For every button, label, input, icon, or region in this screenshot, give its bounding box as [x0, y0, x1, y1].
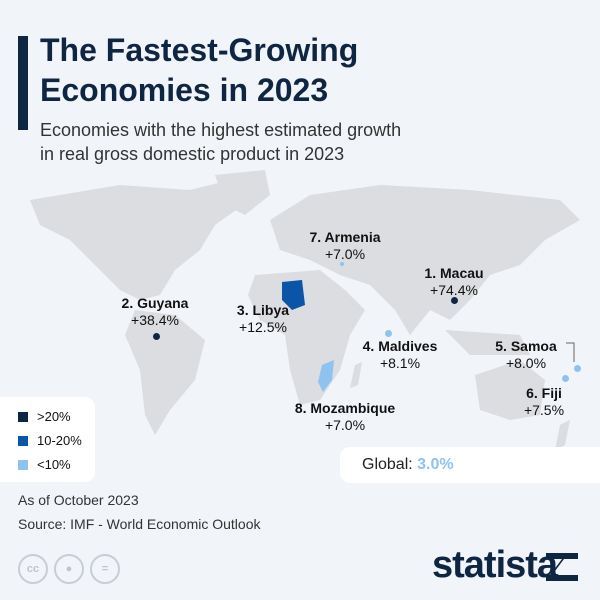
label-guyana: 2. Guyana +38.4% — [121, 295, 189, 328]
label-armenia: 7. Armenia +7.0% — [309, 229, 381, 262]
legend-swatch — [18, 435, 28, 446]
statista-logo[interactable]: statista — [432, 544, 558, 587]
legend-item: <10% — [18, 457, 71, 472]
samoa-marker — [574, 365, 581, 372]
fiji-marker — [562, 375, 569, 382]
legend-item: 10-20% — [18, 433, 82, 448]
guyana-marker — [153, 333, 160, 340]
global-growth-box: Global: 3.0% — [340, 447, 600, 483]
label-macau: 1. Macau +74.4% — [424, 265, 484, 298]
australia — [475, 360, 545, 420]
subtitle-line-2: in real gross domestic product in 2023 — [40, 144, 345, 164]
label-fiji: 6. Fiji +7.5% — [523, 385, 565, 418]
title-accent-bar — [18, 36, 28, 130]
africa — [248, 270, 365, 405]
subtitle: Economies with the highest estimated gro… — [40, 118, 401, 166]
global-value: 3.0% — [417, 456, 454, 473]
label-samoa: 5. Samoa +8.0% — [495, 338, 557, 371]
samoa-leader-line — [566, 342, 575, 362]
south-america — [125, 310, 205, 435]
label-maldives: 4. Maldives +8.1% — [362, 338, 438, 371]
armenia-marker — [340, 262, 344, 266]
legend-swatch — [18, 411, 28, 422]
subtitle-line-1: Economies with the highest estimated gro… — [40, 120, 402, 140]
legend-swatch — [18, 459, 28, 470]
attribution-icon[interactable]: ● — [54, 554, 84, 584]
legend-label: 10-20% — [37, 433, 82, 448]
macau-marker — [451, 297, 458, 304]
legend-label: >20% — [37, 409, 71, 424]
mozambique-shape — [318, 360, 334, 392]
logo-text: statista — [432, 544, 558, 586]
no-derivatives-icon[interactable]: = — [90, 554, 120, 584]
global-label: Global: — [362, 456, 413, 473]
maldives-marker — [385, 330, 392, 337]
label-libya: 3. Libya +12.5% — [236, 302, 290, 335]
page-title: The Fastest-Growing Economies in 2023 — [40, 30, 358, 110]
madagascar — [350, 362, 362, 388]
north-america — [30, 180, 250, 300]
world-map — [30, 170, 580, 450]
source-note: Source: IMF - World Economic Outlook — [18, 516, 261, 532]
title-line-2: Economies in 2023 — [40, 72, 329, 108]
greenland — [215, 170, 270, 215]
statista-logo-icon — [546, 553, 578, 581]
legend: >20% 10-20% <10% — [0, 397, 95, 482]
europe-asia — [270, 185, 580, 335]
legend-item: >20% — [18, 409, 71, 424]
southeast-asia — [445, 330, 530, 355]
new-zealand — [555, 420, 570, 450]
legend-label: <10% — [37, 457, 71, 472]
title-line-1: The Fastest-Growing — [40, 32, 359, 68]
label-mozambique: 8. Mozambique +7.0% — [294, 400, 396, 433]
cc-icon[interactable]: cc — [18, 554, 48, 584]
libya-shape — [282, 280, 305, 310]
date-note: As of October 2023 — [18, 492, 139, 508]
